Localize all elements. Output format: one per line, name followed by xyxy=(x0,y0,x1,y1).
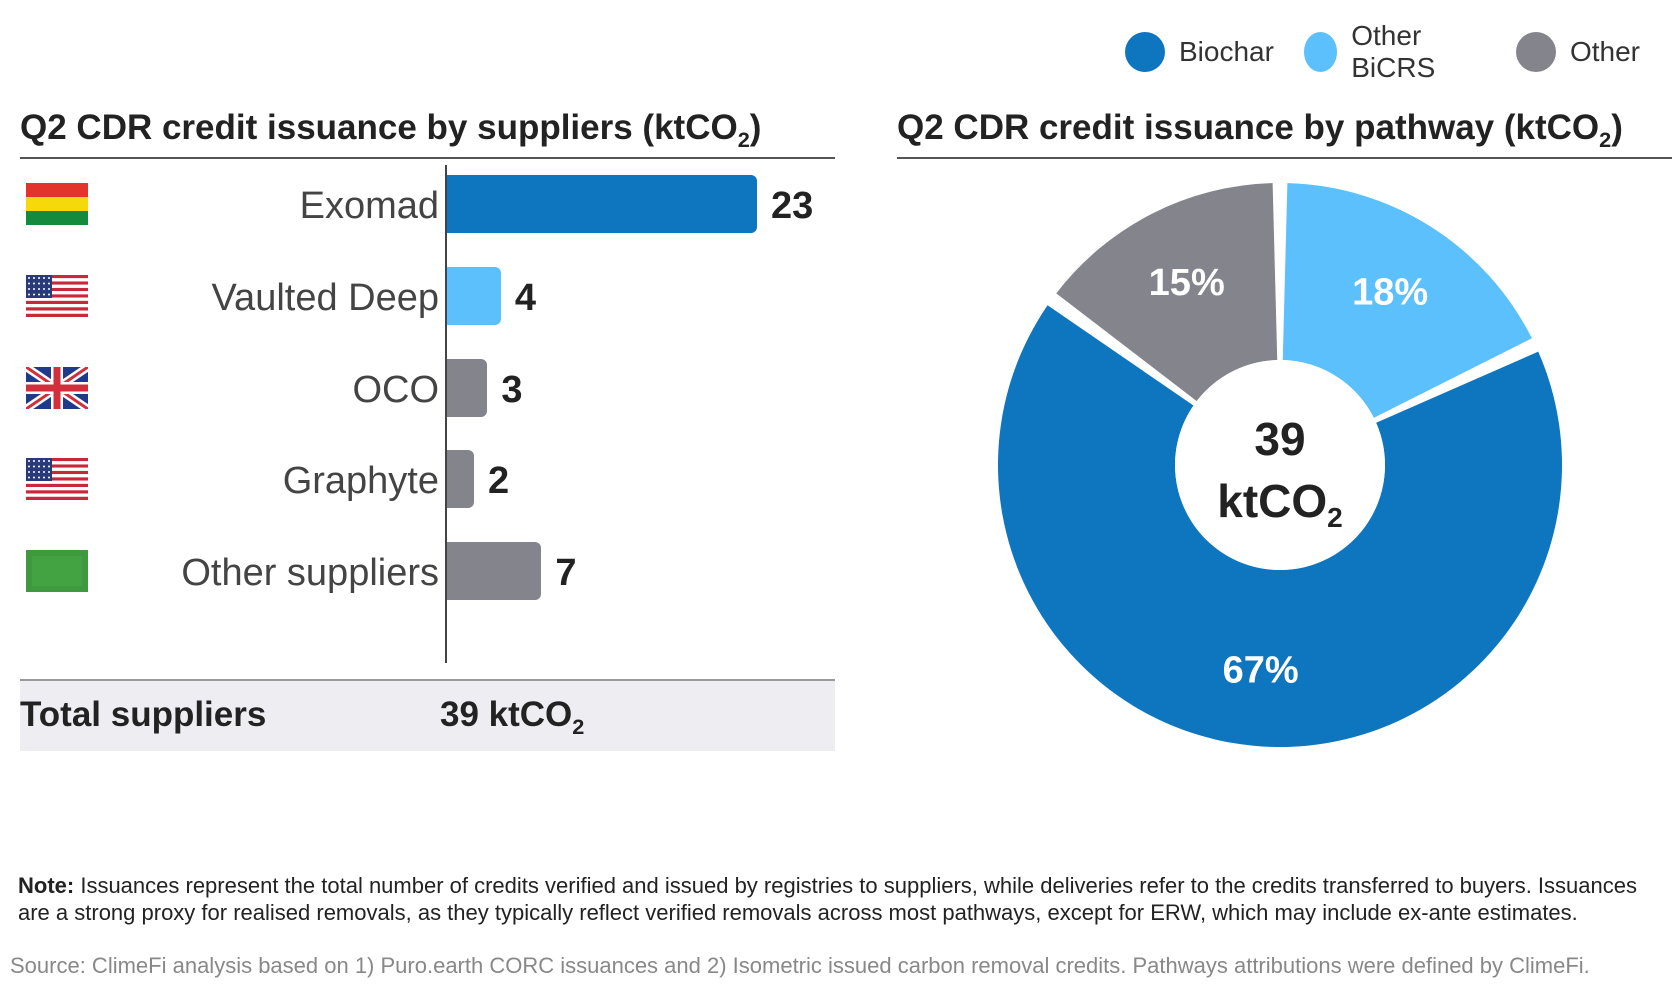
bar-row: OCO 3 xyxy=(20,359,835,419)
pathway-title-text: Q2 CDR credit issuance by pathway (ktCO xyxy=(897,108,1600,147)
bar-axis-line xyxy=(445,165,447,663)
total-value-text: 39 ktCO xyxy=(440,695,573,734)
note-text: Issuances represent the total number of … xyxy=(18,873,1637,925)
pathway-title-subscript: 2 xyxy=(1599,127,1612,152)
bar-row: Exomad 23 xyxy=(20,175,835,235)
legend-label-biochar: Biochar xyxy=(1179,36,1274,67)
legend-label-other: Other xyxy=(1569,36,1640,67)
bar-row: Vaulted Deep 4 xyxy=(20,267,835,327)
donut-slice-other xyxy=(1056,183,1278,402)
legend-swatch-other xyxy=(1515,32,1556,72)
donut-slice-biochar xyxy=(998,305,1562,747)
total-suppliers-value: 39 ktCO2 xyxy=(440,695,584,740)
bar xyxy=(447,542,542,600)
donut-center-unit: ktCO2 xyxy=(1217,475,1342,533)
donut-slice-other-bicrs xyxy=(1282,183,1532,418)
bar-row: Other suppliers 7 xyxy=(20,542,835,602)
legend-swatch-biochar xyxy=(1125,32,1165,72)
bar xyxy=(447,175,757,233)
donut-center-hole xyxy=(1175,360,1385,570)
total-suppliers-label: Total suppliers xyxy=(20,695,267,734)
chart-source: Source: ClimeFi analysis based on 1) Pur… xyxy=(10,953,1590,978)
donut-slice-label: 15% xyxy=(1149,262,1225,304)
generic-green-flag-icon xyxy=(26,550,88,592)
pathway-donut-chart: 18% 67% 15% 39 ktCO2 xyxy=(998,183,1562,747)
donut-slice-label: 18% xyxy=(1352,271,1428,313)
pathway-chart-title: Q2 CDR credit issuance by pathway (ktCO2… xyxy=(897,108,1672,159)
suppliers-title-end: ) xyxy=(749,108,762,147)
bar-value-label: 4 xyxy=(514,277,537,319)
donut-center-value: 39 xyxy=(1254,413,1305,465)
bar-category-label: Exomad xyxy=(299,185,439,227)
bar-value-label: 3 xyxy=(501,369,523,411)
bar xyxy=(447,450,474,508)
pathway-title-end: ) xyxy=(1611,108,1623,147)
us-flag-icon xyxy=(26,458,88,500)
chart-note: Note: Issuances represent the total numb… xyxy=(18,872,1668,926)
bar xyxy=(447,359,488,417)
bar-value-label: 23 xyxy=(771,185,814,227)
suppliers-chart-title: Q2 CDR credit issuance by suppliers (ktC… xyxy=(20,108,835,159)
bar-category-label: OCO xyxy=(352,369,439,411)
suppliers-title-subscript: 2 xyxy=(737,127,750,152)
us-flag-icon xyxy=(26,275,88,317)
bar-value-label: 7 xyxy=(555,552,577,594)
legend-item-other-bicrs: Other BiCRS xyxy=(1303,20,1486,84)
legend-swatch-other-bicrs xyxy=(1303,32,1338,72)
bar-value-label: 2 xyxy=(487,460,510,502)
suppliers-bar-chart: Exomad 23 Vaulted Deep 4 OCO 3 Graphyte 2 Other … xyxy=(20,165,835,663)
note-prefix: Note: xyxy=(18,873,75,898)
bar xyxy=(447,267,501,325)
uk-flag-icon xyxy=(26,367,88,409)
donut-slice-label: 67% xyxy=(1223,650,1299,692)
bolivia-flag-icon xyxy=(26,183,88,225)
total-suppliers-row: Total suppliers 39 ktCO2 xyxy=(20,679,835,751)
bar-category-label: Vaulted Deep xyxy=(211,277,439,319)
legend-label-other-bicrs: Other BiCRS xyxy=(1351,20,1436,83)
suppliers-title-text: Q2 CDR credit issuance by suppliers (ktC… xyxy=(20,108,738,147)
bar-category-label: Graphyte xyxy=(282,460,439,502)
total-value-subscript: 2 xyxy=(572,714,585,739)
legend-item-other: Other xyxy=(1515,32,1640,72)
bar-category-label: Other suppliers xyxy=(181,552,439,594)
legend-item-biochar: Biochar xyxy=(1125,32,1274,72)
bar-row: Graphyte 2 xyxy=(20,450,835,510)
chart-legend: Biochar Other BiCRS Other xyxy=(1125,20,1670,83)
